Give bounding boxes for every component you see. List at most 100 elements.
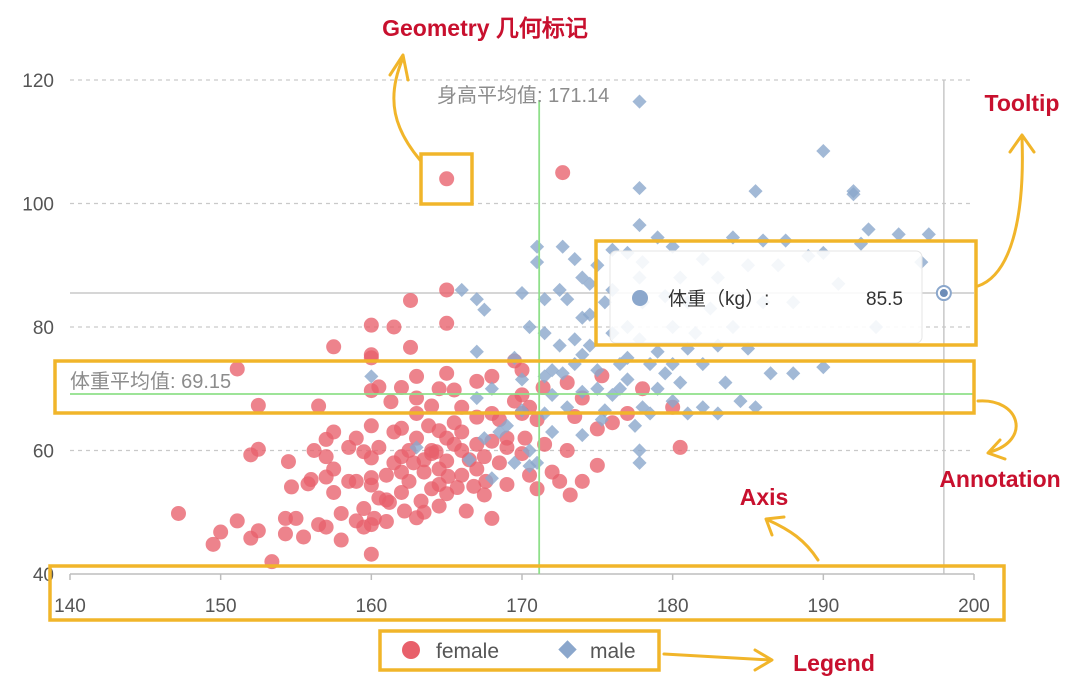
- female-point[interactable]: [393, 380, 409, 396]
- male-point[interactable]: [552, 282, 567, 298]
- female-point[interactable]: [562, 487, 578, 503]
- female-point[interactable]: [431, 381, 447, 397]
- male-point[interactable]: [632, 180, 647, 196]
- male-point[interactable]: [635, 400, 650, 415]
- male-point[interactable]: [484, 471, 499, 486]
- female-point[interactable]: [393, 484, 409, 500]
- male-point[interactable]: [514, 372, 530, 387]
- male-point[interactable]: [733, 394, 748, 409]
- male-point[interactable]: [522, 319, 537, 335]
- male-point[interactable]: [921, 227, 936, 242]
- female-point[interactable]: [250, 397, 266, 413]
- male-point[interactable]: [612, 381, 628, 396]
- male-point[interactable]: [529, 239, 545, 254]
- female-point[interactable]: [416, 504, 432, 520]
- female-point[interactable]: [386, 319, 402, 335]
- female-point[interactable]: [484, 510, 500, 526]
- male-point[interactable]: [650, 381, 665, 396]
- female-point[interactable]: [326, 339, 342, 355]
- female-point[interactable]: [439, 453, 455, 469]
- female-point[interactable]: [326, 424, 342, 440]
- male-point[interactable]: [567, 332, 582, 347]
- female-point[interactable]: [363, 418, 379, 434]
- female-point[interactable]: [378, 514, 394, 530]
- female-point[interactable]: [333, 532, 349, 548]
- female-point[interactable]: [170, 505, 186, 521]
- female-point[interactable]: [383, 394, 399, 410]
- female-point[interactable]: [280, 454, 296, 470]
- female-point[interactable]: [552, 473, 568, 489]
- male-point[interactable]: [537, 326, 552, 341]
- male-point[interactable]: [477, 302, 492, 317]
- male-point[interactable]: [620, 372, 635, 387]
- female-point[interactable]: [604, 415, 620, 431]
- female-point[interactable]: [371, 439, 387, 455]
- female-point[interactable]: [371, 379, 387, 395]
- male-point[interactable]: [632, 218, 647, 233]
- female-point[interactable]: [303, 472, 319, 488]
- male-point[interactable]: [582, 338, 597, 353]
- female-point[interactable]: [277, 526, 293, 542]
- male-point[interactable]: [632, 94, 647, 109]
- male-point[interactable]: [816, 360, 831, 375]
- male-point[interactable]: [560, 400, 575, 415]
- male-point[interactable]: [522, 443, 537, 458]
- female-point[interactable]: [205, 536, 221, 552]
- male-point[interactable]: [590, 381, 605, 396]
- male-point[interactable]: [409, 440, 424, 455]
- female-point[interactable]: [469, 373, 485, 389]
- male-point[interactable]: [786, 366, 801, 381]
- female-point[interactable]: [213, 524, 229, 540]
- female-point[interactable]: [537, 436, 553, 452]
- male-point[interactable]: [891, 227, 906, 242]
- female-point[interactable]: [318, 519, 334, 535]
- female-point[interactable]: [250, 523, 266, 539]
- male-point[interactable]: [582, 276, 597, 291]
- male-point[interactable]: [555, 239, 570, 254]
- female-point[interactable]: [439, 171, 455, 187]
- female-point[interactable]: [409, 430, 425, 446]
- male-point[interactable]: [537, 292, 552, 307]
- female-point[interactable]: [439, 315, 455, 331]
- female-point[interactable]: [393, 464, 409, 480]
- female-point[interactable]: [409, 390, 425, 406]
- male-point[interactable]: [575, 347, 590, 362]
- female-point[interactable]: [635, 381, 651, 397]
- female-point[interactable]: [333, 505, 349, 521]
- female-point[interactable]: [529, 481, 545, 497]
- male-point[interactable]: [469, 390, 484, 406]
- female-point[interactable]: [363, 450, 379, 466]
- female-point[interactable]: [499, 439, 515, 455]
- female-point[interactable]: [449, 480, 465, 496]
- female-point[interactable]: [517, 430, 533, 446]
- male-point[interactable]: [364, 369, 379, 384]
- female-point[interactable]: [672, 439, 688, 455]
- male-point[interactable]: [575, 427, 590, 443]
- male-point[interactable]: [597, 295, 612, 310]
- male-point[interactable]: [665, 239, 680, 254]
- female-point[interactable]: [514, 387, 530, 403]
- female-point[interactable]: [469, 461, 485, 477]
- female-point[interactable]: [476, 449, 492, 465]
- legend-male-icon[interactable]: [558, 640, 577, 659]
- male-point[interactable]: [658, 366, 673, 381]
- female-point[interactable]: [403, 292, 419, 308]
- male-point[interactable]: [507, 455, 522, 470]
- female-point[interactable]: [416, 452, 432, 468]
- female-point[interactable]: [499, 476, 515, 492]
- male-point[interactable]: [477, 431, 492, 446]
- female-point[interactable]: [363, 546, 379, 562]
- female-point[interactable]: [378, 492, 394, 508]
- female-point[interactable]: [311, 398, 327, 414]
- male-point[interactable]: [492, 424, 507, 440]
- male-point[interactable]: [718, 375, 733, 390]
- male-point[interactable]: [632, 455, 647, 470]
- female-point[interactable]: [229, 361, 245, 377]
- female-point[interactable]: [454, 424, 470, 440]
- female-point[interactable]: [396, 503, 412, 519]
- female-point[interactable]: [378, 467, 394, 483]
- male-point[interactable]: [846, 187, 861, 202]
- male-point[interactable]: [522, 458, 537, 474]
- female-point[interactable]: [386, 424, 402, 440]
- legend-female-icon[interactable]: [402, 641, 420, 659]
